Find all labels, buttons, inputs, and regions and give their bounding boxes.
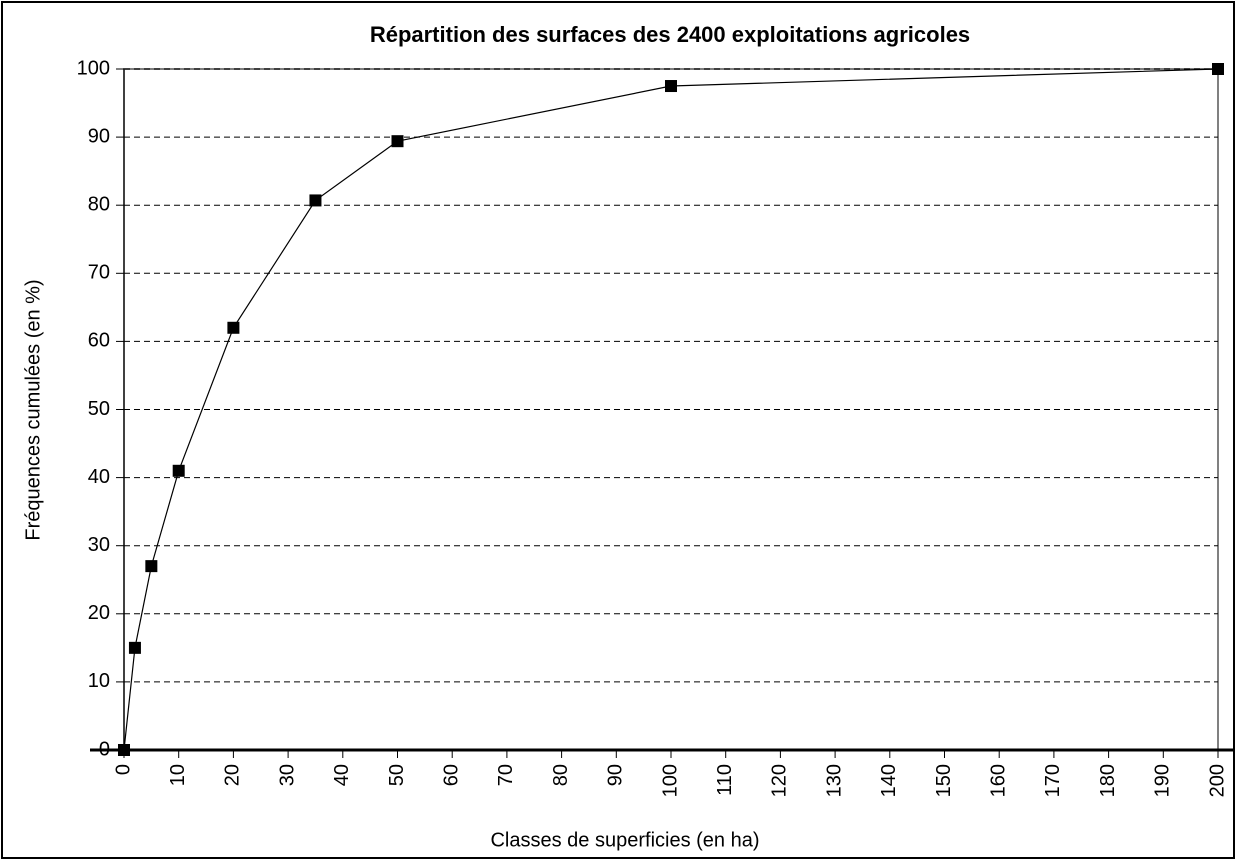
- x-tick-label: 140: [878, 764, 900, 797]
- x-tick-label: 0: [112, 764, 134, 775]
- y-tick-label: 40: [88, 466, 110, 488]
- y-tick-label: 10: [88, 670, 110, 692]
- y-tick-label: 100: [77, 57, 110, 79]
- data-marker: [1212, 63, 1224, 75]
- x-tick-label: 20: [222, 764, 244, 786]
- x-tick-label: 70: [495, 764, 517, 786]
- y-tick-label: 50: [88, 398, 110, 420]
- x-tick-label: 120: [769, 764, 791, 797]
- data-marker: [665, 80, 677, 93]
- x-tick-label: 160: [987, 764, 1009, 797]
- data-marker: [172, 464, 185, 477]
- y-tick-label: 20: [88, 602, 110, 624]
- x-tick-label: 130: [823, 764, 845, 797]
- data-marker: [391, 135, 404, 148]
- data-marker: [145, 560, 158, 573]
- x-axis-label: Classes de superficies (en ha): [490, 829, 759, 851]
- x-tick-label: 190: [1152, 764, 1174, 797]
- y-axis-label: Fréquences cumulées (en %): [22, 279, 44, 540]
- x-tick-label: 40: [331, 764, 353, 786]
- data-marker: [227, 321, 240, 334]
- y-tick-label: 90: [88, 125, 110, 147]
- x-tick-label: 50: [386, 764, 408, 786]
- x-tick-label: 200: [1206, 764, 1228, 797]
- data-marker: [309, 194, 322, 207]
- x-tick-label: 100: [659, 764, 681, 797]
- y-tick-label: 80: [88, 193, 110, 215]
- y-tick-label: 30: [88, 534, 110, 556]
- x-tick-label: 170: [1042, 764, 1064, 797]
- x-tick-label: 180: [1097, 764, 1119, 797]
- x-tick-label: 80: [550, 764, 572, 786]
- y-tick-label: 60: [88, 330, 110, 352]
- chart-title: Répartition des surfaces des 2400 exploi…: [370, 22, 970, 47]
- x-tick-label: 30: [276, 764, 298, 786]
- x-tick-label: 150: [933, 764, 955, 797]
- x-tick-label: 110: [714, 764, 736, 796]
- x-tick-label: 60: [440, 764, 462, 786]
- x-tick-label: 10: [167, 764, 189, 786]
- data-marker: [128, 641, 141, 654]
- y-tick-label: 70: [88, 262, 110, 284]
- data-marker: [118, 744, 130, 756]
- x-tick-label: 90: [605, 764, 627, 786]
